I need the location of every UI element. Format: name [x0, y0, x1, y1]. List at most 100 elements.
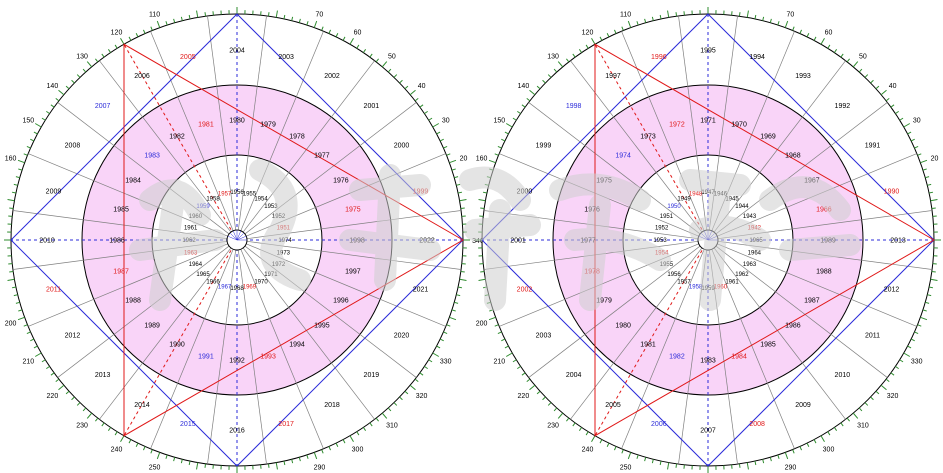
degree-tick	[451, 309, 456, 312]
degree-tick	[667, 462, 670, 470]
degree-tick	[196, 462, 199, 470]
degree-tick	[65, 390, 70, 395]
degree-tick	[414, 98, 419, 102]
degree-tick	[459, 278, 467, 281]
degree-tick	[291, 16, 294, 21]
degree-tick	[356, 44, 360, 49]
degree-tick	[870, 396, 874, 401]
middle-year-label: 1971	[700, 117, 716, 124]
middle-year-label: 1968	[785, 153, 801, 160]
degree-tick	[547, 74, 552, 78]
middle-year-label: 1992	[229, 357, 245, 364]
outer-year-label: 1999	[413, 188, 429, 195]
degree-tick	[86, 412, 93, 419]
middle-year-label: 1976	[333, 177, 349, 184]
outer-year-label: 1990	[884, 188, 900, 195]
degree-tick	[436, 345, 441, 349]
inner-year-label: 1951	[277, 226, 291, 232]
middle-year-label: 1977	[580, 237, 596, 244]
degree-label: 200	[5, 320, 17, 327]
degree-tick	[636, 454, 639, 459]
degree-tick	[436, 131, 441, 135]
degree-tick	[180, 16, 183, 21]
middle-year-label: 1989	[820, 237, 836, 244]
outer-year-label: 2001	[364, 103, 380, 110]
middle-year-label: 1982	[169, 134, 185, 141]
inner-year-label: 1956	[230, 190, 244, 196]
degree-tick	[23, 324, 28, 327]
degree-label: 210	[22, 359, 34, 366]
middle-year-label: 1969	[760, 134, 776, 141]
degree-tick	[613, 446, 617, 451]
degree-tick	[621, 449, 624, 454]
middle-year-label: 1998	[349, 237, 365, 244]
inner-year-label: 1969	[243, 284, 257, 290]
degree-tick	[890, 104, 895, 108]
degree-tick	[746, 10, 749, 18]
degree-tick	[30, 138, 35, 142]
degree-tick	[928, 191, 934, 194]
degree-tick	[813, 439, 817, 444]
degree-tick	[917, 153, 922, 156]
degree-tick	[925, 301, 930, 304]
degree-tick	[419, 104, 424, 108]
degree-tick	[517, 365, 521, 370]
outer-year-label: 2008	[749, 421, 765, 428]
outer-year-label: 2011	[46, 287, 61, 294]
outer-year-label: 1999	[536, 142, 552, 149]
degree-label: 130	[76, 53, 88, 60]
degree-tick	[46, 110, 50, 115]
degree-tick	[659, 460, 662, 466]
degree-tick	[486, 176, 491, 179]
outer-year-label: 1992	[835, 103, 851, 110]
outer-year-label: 2011	[865, 332, 880, 339]
degree-tick	[135, 33, 139, 38]
degree-tick	[196, 10, 199, 18]
degree-tick	[512, 117, 517, 121]
degree-tick	[806, 442, 810, 447]
middle-year-label: 1984	[731, 353, 747, 360]
outer-year-label: 2006	[651, 421, 667, 428]
degree-tick	[488, 316, 496, 321]
degree-label: 160	[476, 156, 488, 163]
degree-tick	[95, 417, 99, 422]
degree-tick	[188, 14, 191, 20]
inner-year-label: 1974	[278, 238, 292, 244]
degree-tick	[627, 20, 632, 28]
inner-year-label: 1944	[735, 204, 749, 210]
degree-tick	[356, 431, 360, 436]
degree-tick	[833, 49, 838, 53]
middle-year-label: 1989	[144, 322, 160, 329]
degree-tick	[806, 33, 810, 38]
inner-year-label: 1959	[196, 204, 210, 210]
degree-tick	[34, 352, 42, 357]
degree-label: 160	[5, 156, 17, 163]
outer-year-label: 2004	[229, 47, 245, 54]
degree-tick	[769, 457, 772, 462]
degree-tick	[156, 452, 161, 460]
degree-tick	[846, 58, 850, 63]
degree-tick	[439, 138, 444, 142]
degree-tick	[58, 89, 65, 96]
outer-year-label: 2000	[394, 142, 410, 149]
degree-tick	[58, 384, 65, 391]
degree-tick	[165, 21, 168, 26]
degree-tick	[931, 207, 936, 210]
degree-tick	[827, 431, 831, 436]
degree-tick	[494, 324, 499, 327]
degree-tick	[404, 390, 409, 395]
middle-year-label: 1987	[113, 269, 129, 276]
degree-tick	[460, 207, 465, 210]
degree-tick	[335, 33, 339, 38]
degree-tick	[454, 301, 459, 304]
outer-year-label: 2003	[278, 54, 294, 61]
degree-tick	[599, 439, 603, 444]
degree-tick	[914, 145, 919, 149]
degree-tick	[497, 145, 502, 149]
degree-tick	[840, 422, 844, 427]
degree-tick	[792, 449, 795, 454]
middle-year-label: 1983	[144, 153, 160, 160]
degree-tick	[393, 402, 398, 406]
degree-tick	[446, 153, 451, 156]
middle-year-label: 1996	[333, 297, 349, 304]
